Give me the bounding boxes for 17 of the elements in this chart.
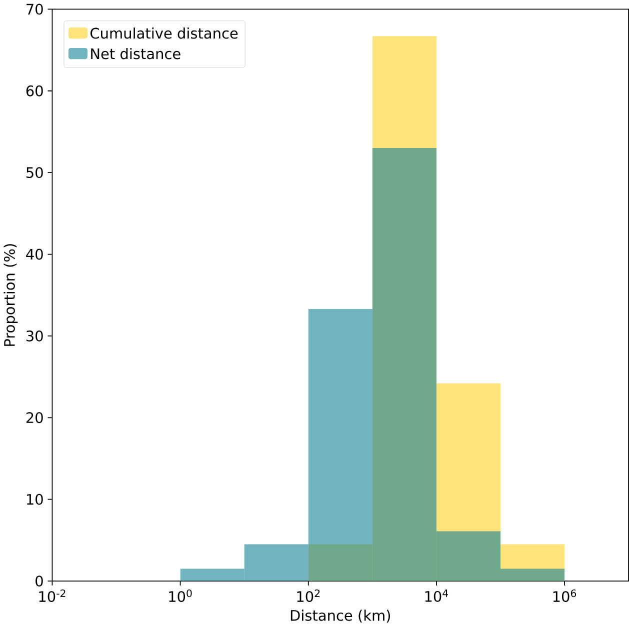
y-axis-title: Proportion (%) (4, 244, 18, 346)
y-tick-label: 40 (26, 248, 43, 260)
x-tick-label: 10$^{4}$ (425, 589, 448, 602)
x-axis-title: Distance (km) (290, 610, 390, 622)
y-tick-label: 60 (26, 85, 43, 96)
x-tick-label: 10$^{6}$ (553, 589, 576, 602)
y-tick-label: 10 (26, 494, 43, 505)
legend-label: Cumulative distance (90, 27, 238, 39)
x-tick-label: 10$^{-2}$ (39, 589, 66, 602)
y-tick-label: 30 (26, 330, 43, 342)
y-tick-label: 70 (26, 4, 43, 15)
y-tick-label: 0 (36, 575, 43, 586)
x-tick-label: 10$^{2}$ (297, 589, 320, 602)
y-tick-label: 50 (26, 166, 43, 178)
legend-label: Net distance (91, 48, 180, 60)
y-tick-label: 20 (26, 412, 43, 423)
x-tick-label: 10$^{0}$ (169, 589, 192, 602)
